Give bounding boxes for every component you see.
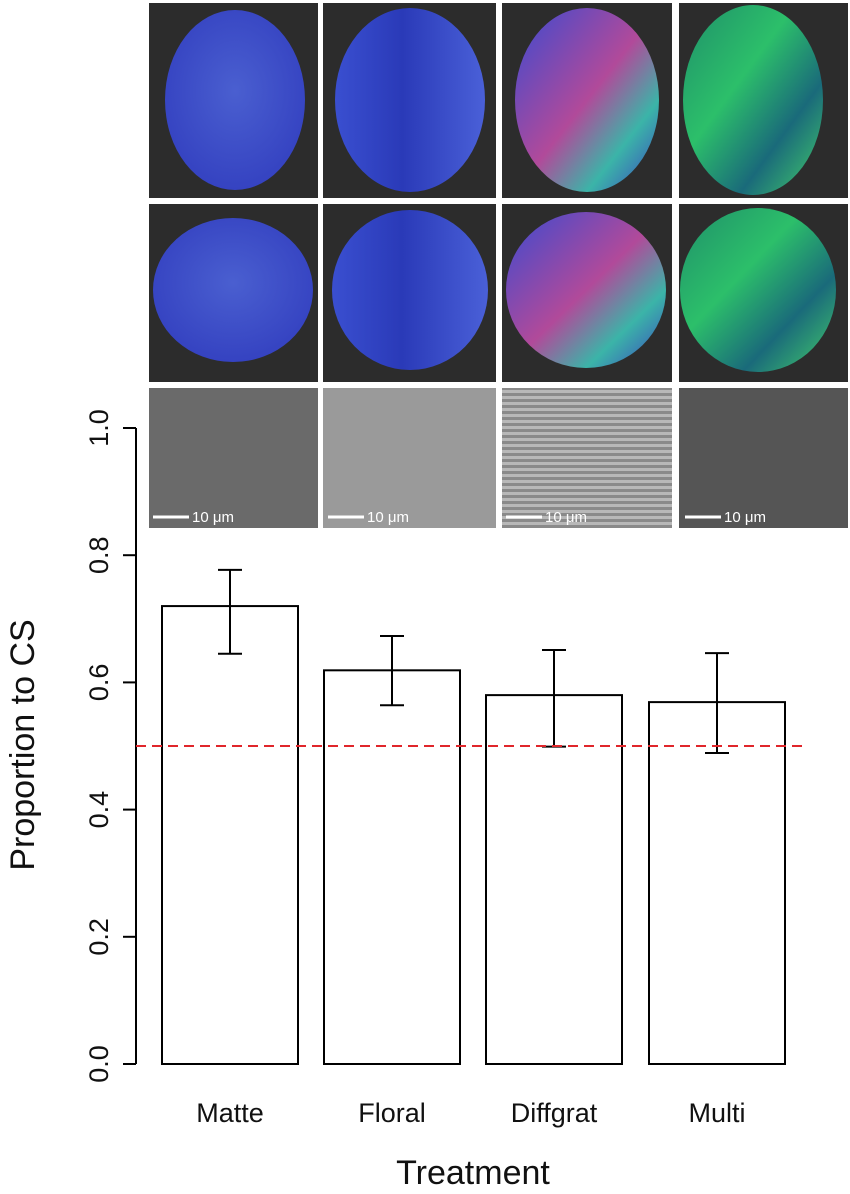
scale-label: 10 μm bbox=[192, 509, 234, 526]
photo-disc bbox=[515, 8, 659, 192]
photo-disc bbox=[506, 212, 666, 368]
sem-image bbox=[323, 388, 496, 528]
photo-disc bbox=[165, 10, 305, 190]
x-tick-label: Floral bbox=[358, 1098, 426, 1128]
photo-panel: 10 μm 10 μm 10 μm 10 μm bbox=[149, 3, 848, 528]
error-bar bbox=[380, 634, 404, 707]
photo-disc bbox=[680, 208, 836, 372]
photo-disc bbox=[335, 8, 485, 192]
plot-area: 0.0 0.2 0.4 0.6 0.8 1.0 Proportion to CS Treatm… bbox=[4, 409, 808, 1192]
bar bbox=[485, 694, 623, 1065]
bar bbox=[648, 701, 786, 1066]
y-tick-label: 1.0 bbox=[84, 409, 114, 447]
y-tick-label: 0.0 bbox=[84, 1045, 114, 1083]
bar bbox=[323, 669, 461, 1065]
error-bar bbox=[705, 652, 729, 754]
sem-image bbox=[679, 388, 848, 528]
y-tick-label: 0.2 bbox=[84, 918, 114, 956]
y-tick-label: 0.4 bbox=[84, 791, 114, 829]
x-tick-label: Multi bbox=[688, 1098, 745, 1128]
sem-image bbox=[149, 388, 318, 528]
scale-label: 10 μm bbox=[724, 509, 766, 526]
photo-disc bbox=[332, 210, 488, 370]
bar bbox=[161, 605, 299, 1066]
x-tick-label: Matte bbox=[196, 1098, 264, 1128]
x-axis-label: Treatment bbox=[396, 1154, 550, 1192]
error-bar bbox=[218, 568, 242, 655]
x-tick-label: Diffgrat bbox=[511, 1098, 598, 1128]
scale-label: 10 μm bbox=[367, 509, 409, 526]
photo-disc bbox=[683, 5, 823, 195]
scale-label: 10 μm bbox=[545, 509, 587, 526]
photo-disc bbox=[153, 218, 313, 362]
y-axis-label: Proportion to CS bbox=[4, 619, 42, 870]
sem-image bbox=[502, 388, 672, 528]
y-tick-label: 0.8 bbox=[84, 536, 114, 574]
y-tick-label: 0.6 bbox=[84, 664, 114, 702]
